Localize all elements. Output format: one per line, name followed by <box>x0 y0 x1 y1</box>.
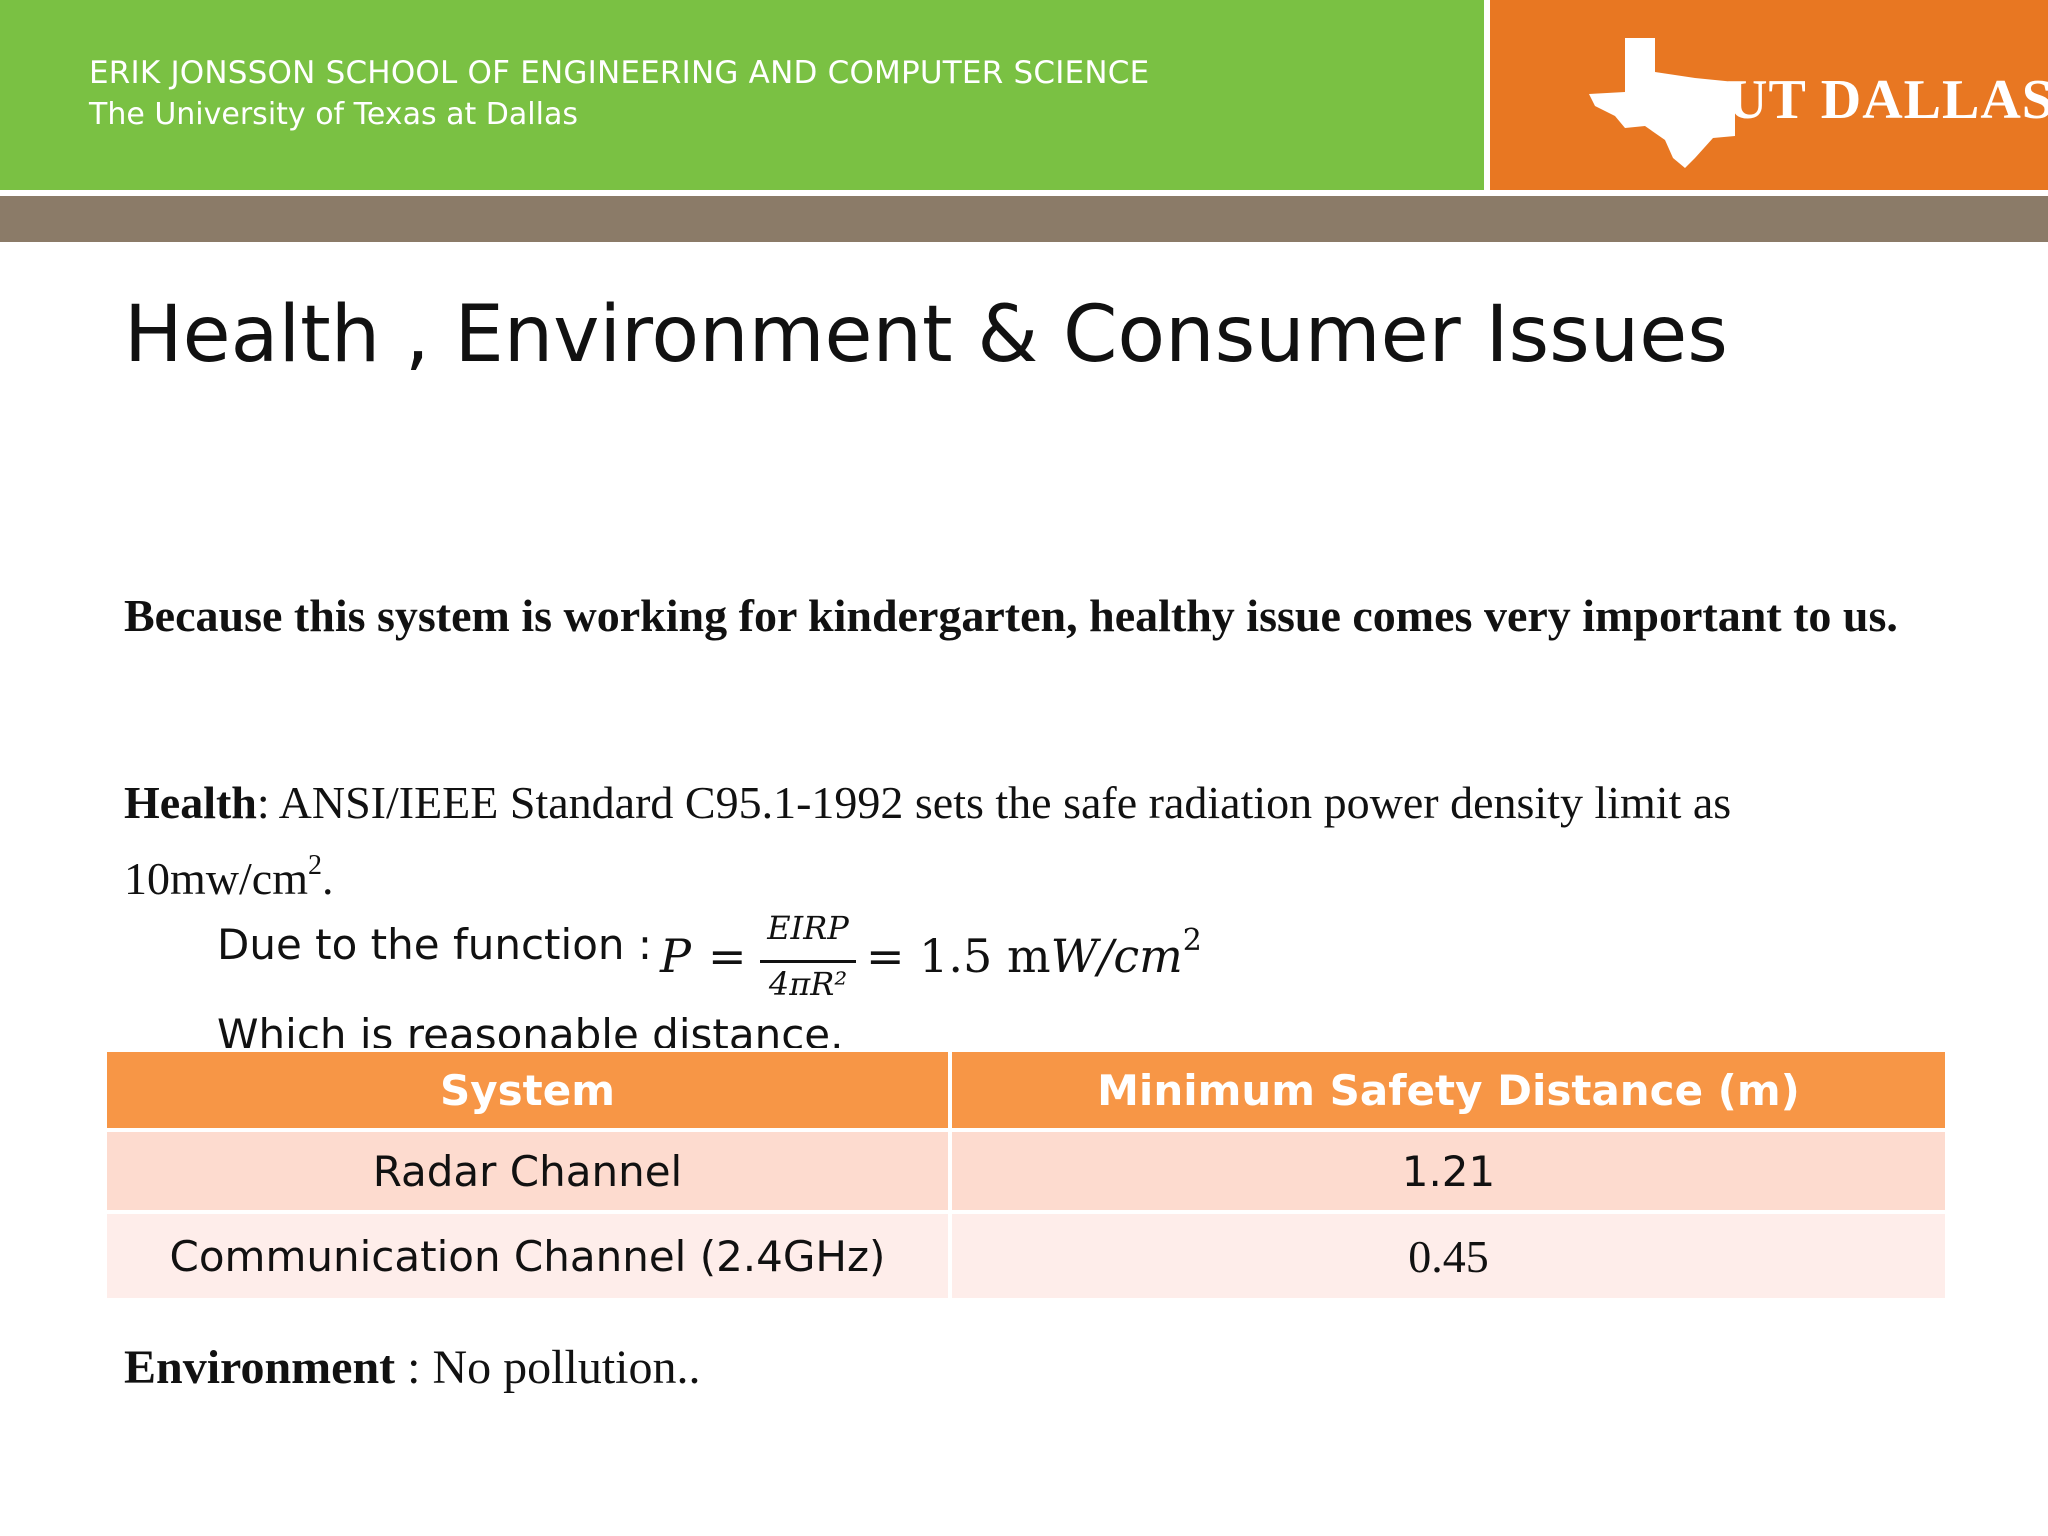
intro-paragraph: Because this system is working for kinde… <box>124 590 1898 641</box>
formula-lhs: P <box>660 929 691 983</box>
formula-rhs: = 1.5 mW/cm2 <box>866 926 1202 984</box>
slide-title: Health , Environment & Consumer Issues <box>124 290 1728 380</box>
header-divider <box>1484 0 1490 190</box>
function-intro: Due to the function : <box>217 920 653 969</box>
header-underline <box>0 190 2048 196</box>
formula-rhs-value: = 1.5 m <box>866 929 1051 983</box>
table-header-row: System Minimum Safety Distance (m) <box>103 1048 1949 1132</box>
environment-text: : No pollution.. <box>395 1341 701 1394</box>
environment-paragraph: Environment : No pollution.. <box>124 1340 701 1395</box>
table-cell-system: Communication Channel (2.4GHz) <box>103 1210 952 1302</box>
table-header-distance: Minimum Safety Distance (m) <box>948 1048 1949 1132</box>
health-end: . <box>321 853 334 904</box>
formula-rhs-unit: W/cm <box>1050 929 1183 983</box>
header-banner <box>0 0 1484 190</box>
university-name: The University of Texas at Dallas <box>89 97 578 132</box>
logo-text: UT DALLAS <box>1727 69 2048 131</box>
table-row: Radar Channel 1.21 <box>103 1128 1949 1214</box>
environment-label: Environment <box>124 1341 396 1394</box>
health-paragraph: Health: ANSI/IEEE Standard C95.1-1992 se… <box>124 765 1924 917</box>
school-name: ERIK JONSSON SCHOOL OF ENGINEERING AND C… <box>89 55 1150 91</box>
health-superscript: 2 <box>307 850 322 881</box>
texas-logo-icon <box>1589 38 1735 168</box>
formula-fraction: EIRP 4πR² <box>760 905 856 1015</box>
formula-rhs-superscript: 2 <box>1182 923 1202 958</box>
reasonable-distance-text: Which is reasonable distance. <box>217 1010 844 1048</box>
health-text: : ANSI/IEEE Standard C95.1-1992 sets the… <box>124 777 1732 904</box>
health-label: Health <box>124 777 257 828</box>
safety-distance-table: System Minimum Safety Distance (m) Radar… <box>103 1048 1949 1302</box>
logo-panel <box>1490 0 2048 190</box>
formula-numerator: EIRP <box>767 909 849 947</box>
table-header-system: System <box>103 1048 952 1132</box>
formula-denominator: 4πR² <box>768 965 848 1003</box>
table-cell-system: Radar Channel <box>103 1128 952 1214</box>
table-cell-distance: 0.45 <box>948 1210 1949 1302</box>
accent-bar <box>0 196 2048 242</box>
table-row: Communication Channel (2.4GHz) 0.45 <box>103 1210 1949 1302</box>
fraction-bar <box>760 960 856 963</box>
formula-equals: = <box>708 929 747 983</box>
table-cell-distance: 1.21 <box>948 1128 1949 1214</box>
